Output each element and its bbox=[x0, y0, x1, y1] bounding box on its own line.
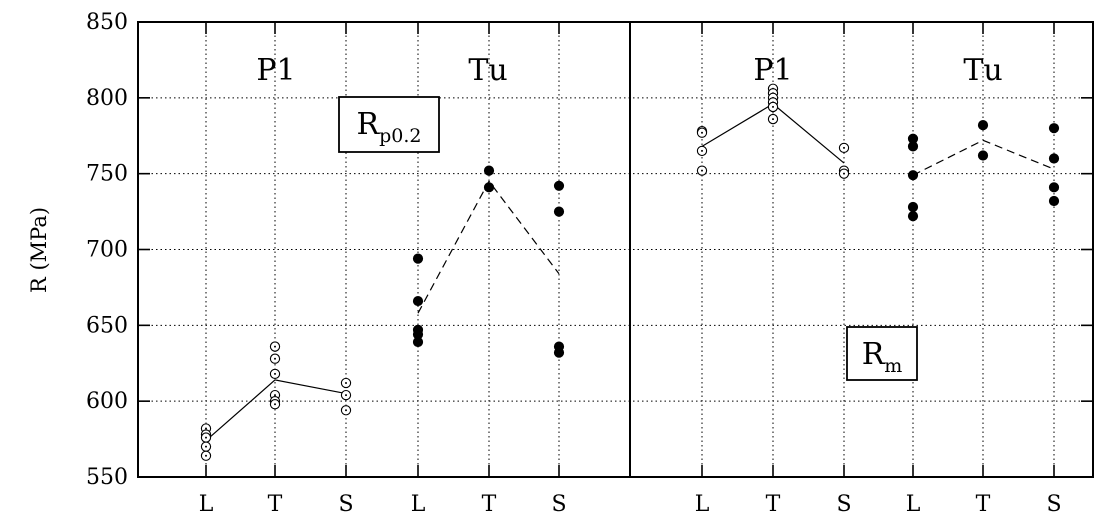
data-points bbox=[200, 83, 1060, 461]
point-Rm-P1-L bbox=[696, 127, 708, 138]
x-tick-label-s: S bbox=[551, 492, 566, 517]
point-center bbox=[345, 381, 347, 384]
x-tick-label-s: S bbox=[1046, 492, 1061, 517]
point-Rm-P1-S bbox=[838, 142, 850, 154]
point-Rp0.2-Tu-T bbox=[483, 182, 495, 193]
x-tick-label-s: S bbox=[836, 492, 851, 517]
point-center bbox=[345, 394, 347, 397]
plot-frame bbox=[137, 21, 1094, 478]
box-label-main: R bbox=[357, 107, 381, 142]
box-label-Rp0.2: Rp0.2 bbox=[357, 107, 422, 147]
x-tick-label-l: L bbox=[199, 492, 214, 517]
point-Rm-Tu-L bbox=[907, 141, 919, 152]
point-center bbox=[772, 105, 774, 108]
point-center bbox=[274, 394, 276, 397]
box-label-main: R bbox=[862, 337, 886, 372]
point-Rm-Tu-S bbox=[1048, 123, 1060, 134]
point-center bbox=[701, 149, 703, 152]
point-center bbox=[205, 427, 207, 430]
point-Rm-P1-S bbox=[838, 168, 850, 179]
y-tick-label-600: 600 bbox=[86, 389, 128, 414]
group-label-p1: P1 bbox=[256, 53, 295, 88]
point-center bbox=[205, 454, 207, 457]
point-center bbox=[772, 118, 774, 121]
point-Rp0.2-Tu-T bbox=[483, 165, 495, 176]
x-tick-label-s: S bbox=[338, 492, 353, 517]
group-label-tu: Tu bbox=[468, 53, 507, 88]
point-Rm-Tu-S bbox=[1048, 153, 1060, 164]
point-Rp0.2-Tu-S bbox=[553, 180, 565, 191]
labels: 550 600 650 700 750 800 850 L T S P1 L T S Tu Rp0.2 L T S P… bbox=[86, 10, 1062, 517]
point-center bbox=[843, 146, 845, 149]
point-Rm-P1-T bbox=[767, 101, 779, 113]
x-tick-label-t: T bbox=[482, 492, 497, 517]
point-center bbox=[345, 409, 347, 412]
y-tick-label-550: 550 bbox=[86, 465, 128, 490]
y-axis-label: R (MPa) bbox=[27, 207, 51, 293]
point-center bbox=[843, 172, 845, 175]
y-tick-label-800: 800 bbox=[86, 86, 128, 111]
x-tick-label-l: L bbox=[695, 492, 710, 517]
point-Rm-P1-L bbox=[696, 165, 708, 176]
point-Rm-Tu-S bbox=[1048, 182, 1060, 193]
group-label-tu: Tu bbox=[963, 53, 1002, 88]
point-Rm-Tu-L bbox=[907, 170, 919, 181]
point-center bbox=[274, 345, 276, 348]
point-Rp0.2-P1-T bbox=[269, 353, 281, 364]
point-center bbox=[274, 403, 276, 406]
box-label-sub: p0.2 bbox=[379, 125, 421, 147]
point-Rp0.2-P1-L bbox=[200, 441, 212, 452]
point-center bbox=[274, 357, 276, 360]
point-Rp0.2-Tu-S bbox=[553, 347, 565, 358]
grid bbox=[138, 22, 1093, 477]
point-Rp0.2-P1-T bbox=[269, 341, 281, 352]
box-label-Rm: Rm bbox=[862, 337, 903, 377]
point-Rm-Tu-T bbox=[977, 150, 989, 161]
point-center bbox=[701, 131, 703, 134]
mean-line-Rp0.2-P1 bbox=[205, 379, 347, 442]
point-center bbox=[274, 372, 276, 375]
point-Rp0.2-P1-L bbox=[200, 450, 212, 461]
y-tick-label-700: 700 bbox=[86, 238, 128, 263]
point-Rm-P1-L bbox=[696, 145, 708, 157]
x-tick-label-t: T bbox=[268, 492, 283, 517]
point-Rp0.2-Tu-S bbox=[553, 206, 565, 217]
point-Rp0.2-P1-S bbox=[340, 405, 352, 416]
box-label-sub: m bbox=[884, 355, 902, 377]
x-tick-label-l: L bbox=[411, 492, 426, 517]
point-Rp0.2-P1-L bbox=[200, 432, 212, 443]
mean-line-Rm-Tu bbox=[912, 139, 1055, 176]
point-Rp0.2-P1-T bbox=[269, 368, 281, 380]
point-center bbox=[701, 169, 703, 172]
x-tick-label-t: T bbox=[766, 492, 781, 517]
box-label-frame-Rp0.2 bbox=[338, 96, 440, 153]
point-Rp0.2-Tu-L bbox=[412, 253, 424, 264]
y-tick-label-750: 750 bbox=[86, 162, 128, 187]
point-Rp0.2-P1-S bbox=[340, 377, 352, 389]
point-Rm-Tu-L bbox=[907, 201, 919, 213]
point-Rm-Tu-L bbox=[907, 211, 919, 222]
point-center bbox=[205, 436, 207, 439]
point-Rp0.2-P1-T bbox=[269, 399, 281, 410]
y-tick-label-850: 850 bbox=[86, 10, 128, 35]
point-center bbox=[205, 445, 207, 448]
point-Rm-Tu-S bbox=[1048, 195, 1060, 207]
point-Rm-Tu-T bbox=[977, 120, 989, 131]
x-tick-label-l: L bbox=[906, 492, 921, 517]
point-Rp0.2-Tu-L bbox=[412, 336, 424, 348]
point-Rp0.2-Tu-L bbox=[412, 295, 424, 307]
mean-line-Rp0.2-Tu bbox=[417, 180, 560, 314]
box-label-frame-Rm bbox=[846, 326, 918, 381]
point-Rm-P1-T bbox=[767, 113, 779, 125]
axes bbox=[137, 21, 1094, 478]
group-label-p1: P1 bbox=[753, 53, 792, 88]
x-tick-label-t: T bbox=[976, 492, 991, 517]
y-tick-label-650: 650 bbox=[86, 313, 128, 338]
point-Rp0.2-P1-S bbox=[340, 389, 352, 401]
